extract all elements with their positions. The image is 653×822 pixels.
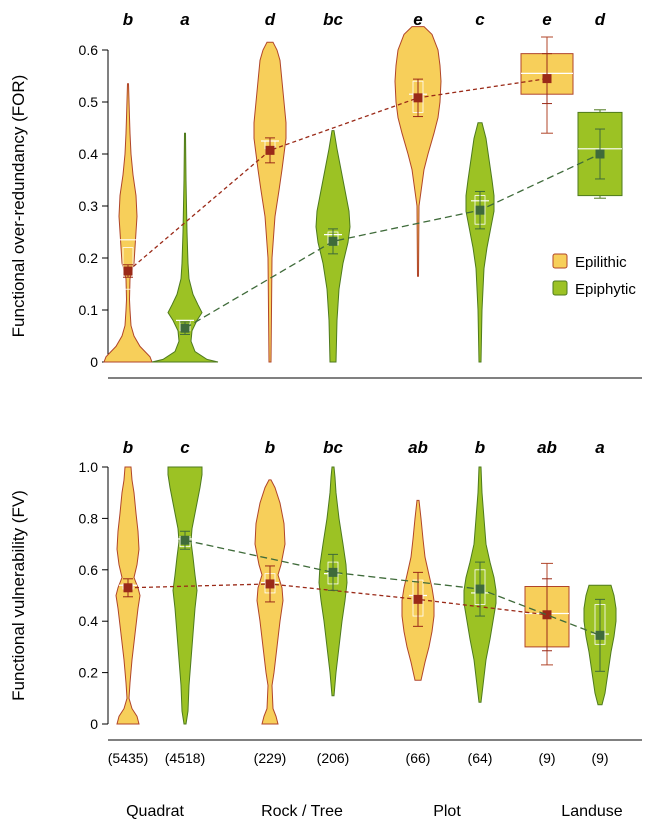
violin-epilithic-2 — [394, 26, 442, 277]
mean-marker-epiphytic — [595, 630, 605, 640]
y-tick-label: 0.6 — [79, 42, 99, 58]
mean-marker-epiphytic — [180, 535, 190, 545]
mean-marker-epiphytic — [328, 567, 338, 577]
sample-size-epiphytic: (9) — [591, 750, 608, 766]
mean-marker-epilithic — [265, 579, 275, 589]
legend: Epilithic Epiphytic — [552, 253, 636, 298]
mean-marker-epiphytic — [595, 149, 605, 159]
significance-letter: ab — [537, 438, 557, 457]
sample-size-epilithic: (5435) — [108, 750, 148, 766]
significance-letter: d — [595, 10, 606, 29]
mean-marker-epilithic — [542, 74, 552, 84]
significance-letter: c — [475, 10, 485, 29]
significance-letter: bc — [323, 10, 343, 29]
significance-letter: d — [265, 10, 276, 29]
y-axis-label: Functional over-redundancy (FOR) — [9, 75, 28, 338]
y-tick-label: 0.4 — [79, 613, 99, 629]
sample-size-epiphytic: (206) — [317, 750, 350, 766]
mean-marker-epiphytic — [180, 323, 190, 333]
mean-marker-epiphytic — [328, 236, 338, 246]
significance-letter: e — [413, 10, 422, 29]
sample-size-epilithic: (9) — [538, 750, 555, 766]
y-tick-label: 0.6 — [79, 562, 99, 578]
significance-letter: a — [180, 10, 189, 29]
mean-marker-epiphytic — [475, 205, 485, 215]
mean-marker-epilithic — [413, 93, 423, 103]
mean-marker-epilithic — [413, 594, 423, 604]
mean-line-epilithic — [127, 77, 548, 272]
violin-body — [253, 41, 287, 363]
mean-marker-epilithic — [542, 610, 552, 620]
panel-functional-vulnerability: 0 0.2 0.4 0.6 0.8 1.0 Functional vulnerability… — [9, 438, 642, 741]
x-group-label: Landuse — [561, 803, 622, 820]
legend-label: Epilithic — [575, 254, 627, 271]
x-axis-group-labels: Quadrat Rock / Tree Plot Landuse — [126, 803, 623, 820]
significance-letter: bc — [323, 438, 343, 457]
x-group-label: Quadrat — [126, 803, 184, 820]
significance-letter: b — [265, 438, 275, 457]
y-tick-label: 0.2 — [79, 250, 99, 266]
violin-epiphytic-0 — [167, 466, 203, 725]
y-tick-label: 0.3 — [79, 198, 99, 214]
y-tick-label: 0.1 — [79, 302, 99, 318]
violin-body — [167, 466, 203, 725]
significance-letter: ab — [408, 438, 428, 457]
violin-epilithic-0 — [103, 83, 153, 363]
y-tick-label: 1.0 — [79, 459, 99, 475]
y-tick-label: 0.8 — [79, 510, 99, 526]
sample-size-epiphytic: (64) — [468, 750, 493, 766]
mean-marker-epilithic — [265, 145, 275, 155]
mean-marker-epilithic — [123, 583, 133, 593]
violin-body — [465, 122, 495, 363]
panel-functional-over-redundancy: 0 0.1 0.2 0.3 0.4 0.5 0.6 Functional over-redun… — [9, 10, 642, 379]
y-tick-label: 0.5 — [79, 94, 99, 110]
x-group-label: Rock / Tree — [261, 803, 343, 820]
violin-body — [394, 26, 442, 277]
significance-letter: c — [180, 438, 190, 457]
legend-swatch — [552, 253, 568, 269]
violin-body — [151, 132, 219, 363]
x-group-label: Plot — [433, 803, 461, 820]
sample-size-epiphytic: (4518) — [165, 750, 205, 766]
violin-epiphytic-2 — [465, 122, 495, 363]
y-tick-label: 0 — [90, 354, 98, 370]
legend-swatch — [552, 280, 568, 296]
violin-body — [103, 83, 153, 363]
significance-letter: b — [123, 438, 133, 457]
sample-size-epilithic: (66) — [406, 750, 431, 766]
mean-line-epiphytic — [184, 153, 601, 329]
inner-box — [122, 247, 134, 290]
legend-label: Epiphytic — [575, 281, 636, 298]
mean-marker-epilithic — [123, 266, 133, 276]
y-axis-label: Functional vulnerability (FV) — [9, 490, 28, 701]
y-tick-label: 0.4 — [79, 146, 99, 162]
y-tick-label: 0 — [90, 716, 98, 732]
significance-letter: b — [123, 10, 133, 29]
y-tick-label: 0.2 — [79, 665, 99, 681]
mean-marker-epiphytic — [475, 584, 485, 594]
mean-line-epiphytic — [184, 539, 601, 636]
significance-letter: a — [595, 438, 604, 457]
violin-epilithic-1 — [253, 41, 287, 363]
significance-letter: e — [542, 10, 551, 29]
significance-letter: b — [475, 438, 485, 457]
mean-line-epilithic — [127, 583, 548, 616]
sample-size-epilithic: (229) — [254, 750, 287, 766]
sample-size-labels: (5435) (4518) (229) (206) (66) (64) (9) (9) — [108, 750, 609, 766]
